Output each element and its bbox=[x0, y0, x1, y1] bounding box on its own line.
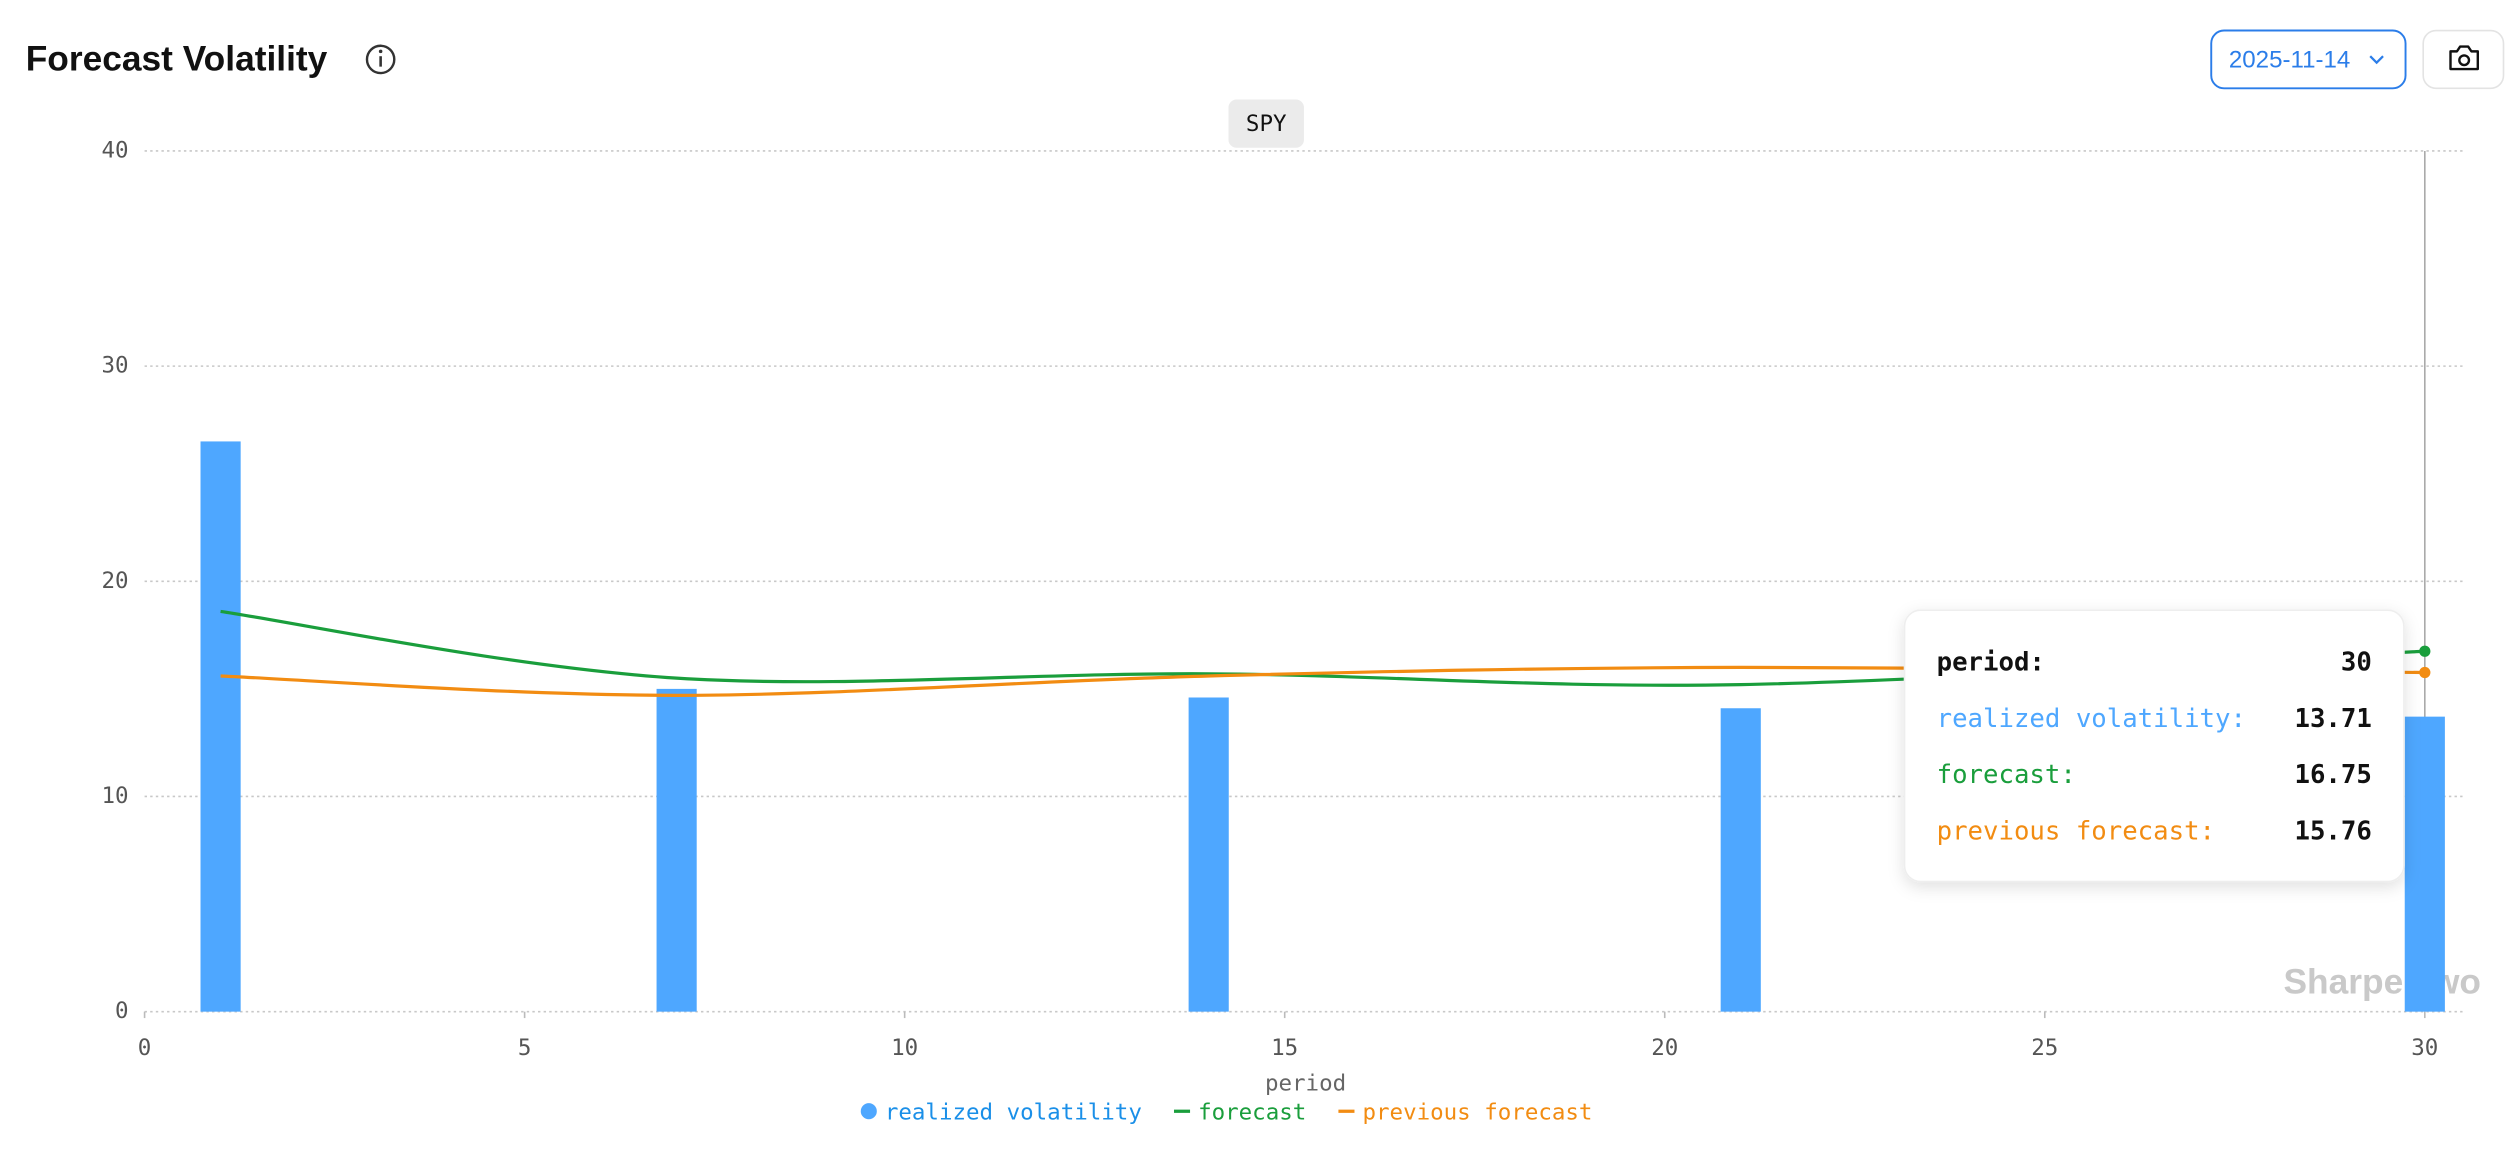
tooltip-label: period: bbox=[1937, 648, 2045, 678]
tooltip-label: previous forecast: bbox=[1937, 816, 2215, 846]
x-tick-label: 10 bbox=[891, 1035, 918, 1061]
date-value: 2025-11-14 bbox=[2229, 46, 2350, 73]
bar bbox=[2404, 716, 2445, 1012]
tooltip-value: 16.75 bbox=[2294, 760, 2371, 790]
bar bbox=[656, 688, 697, 1012]
symbol-badge bbox=[1228, 99, 1304, 148]
y-tick-label: 40 bbox=[101, 137, 128, 163]
bar bbox=[1720, 708, 1761, 1012]
watermark: Sharpe Two bbox=[2283, 963, 2481, 1002]
hover-dot bbox=[2419, 645, 2431, 657]
y-tick-label: 0 bbox=[115, 998, 129, 1024]
bar bbox=[200, 441, 241, 1012]
legend-label: previous forecast bbox=[1363, 1099, 1593, 1125]
legend-item[interactable]: realized volatility bbox=[860, 1099, 1142, 1125]
hover-dot bbox=[2419, 666, 2431, 679]
tooltip-label: forecast: bbox=[1937, 760, 2076, 790]
tooltip-value: 30 bbox=[2341, 648, 2372, 678]
tooltip-label: realized volatility: bbox=[1937, 704, 2246, 734]
tooltip-box bbox=[1903, 609, 2405, 883]
x-tick-label: 15 bbox=[1271, 1035, 1298, 1061]
x-tick-label: 30 bbox=[2411, 1035, 2438, 1061]
x-tick-label: 20 bbox=[1651, 1035, 1678, 1061]
legend-label: realized volatility bbox=[885, 1099, 1142, 1125]
tooltip-value: 13.71 bbox=[2294, 704, 2371, 734]
x-tick-label: 5 bbox=[518, 1035, 532, 1061]
bar bbox=[1188, 697, 1229, 1012]
symbol: SPY bbox=[1246, 111, 1287, 137]
legend-swatch bbox=[860, 1103, 877, 1120]
camera-button[interactable] bbox=[2422, 29, 2505, 90]
y-tick-label: 30 bbox=[101, 353, 128, 379]
legend-label: forecast bbox=[1198, 1099, 1306, 1125]
legend-item[interactable]: forecast bbox=[1173, 1099, 1306, 1125]
page-title: Forecast Volatility bbox=[26, 39, 328, 78]
tooltip-value: 15.76 bbox=[2294, 816, 2371, 846]
y-tick-label: 10 bbox=[101, 783, 128, 809]
legend-item[interactable]: previous forecast bbox=[1338, 1099, 1592, 1125]
tooltip: period: 30 realized volatility: 13.71 foreca… bbox=[1903, 609, 2405, 883]
info-icon[interactable] bbox=[365, 44, 396, 75]
y-tick-label: 20 bbox=[101, 568, 128, 594]
x-axis-label: period bbox=[1265, 1070, 1346, 1096]
date-picker[interactable]: 2025-11-14 bbox=[2210, 29, 2407, 90]
x-tick-label: 25 bbox=[2031, 1035, 2058, 1061]
x-tick-label: 0 bbox=[138, 1035, 152, 1061]
